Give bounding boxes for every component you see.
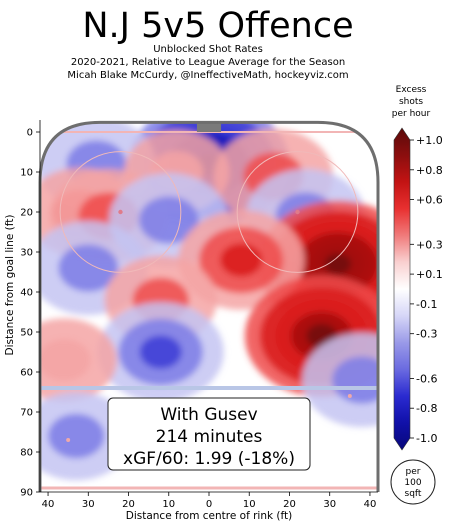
colorbar-tick-label: +0.6 (416, 194, 443, 207)
y-tick-label: 10 (20, 168, 33, 179)
area-key-line-2: 100 (404, 478, 421, 488)
faceoff-circle-right (236, 151, 359, 273)
subtitle-line-1: Unblocked Shot Rates (153, 44, 263, 55)
y-tick-label: 80 (20, 448, 33, 459)
heat-blob (97, 302, 224, 402)
x-tick-label: 30 (323, 499, 336, 510)
heat-contour (48, 413, 105, 459)
colorbar-tick-label: -0.8 (416, 402, 437, 415)
faceoff-dot-left (118, 209, 123, 215)
y-tick-label: 30 (20, 248, 33, 259)
x-tick-label: 20 (283, 499, 296, 510)
x-tick-label: 20 (122, 499, 135, 510)
colorbar-tick-label: -1.0 (416, 432, 437, 445)
annotation-box: With Gusev 214 minutes xGF/60: 1.99 (-18… (107, 397, 311, 471)
annotation-line-1: With Gusev (160, 405, 257, 425)
colorbar-title-line-1: Excess (396, 85, 427, 95)
y-tick-label: 0 (27, 128, 33, 139)
chart-title: N.J 5v5 Offence (82, 6, 353, 46)
colorbar-tick-label: +1.0 (416, 134, 443, 147)
heat-contour (58, 244, 119, 292)
y-tick-label: 20 (20, 208, 33, 219)
heat-contour (139, 335, 182, 369)
y-tick-label: 70 (20, 408, 33, 419)
colorbar-tick-label: -0.1 (416, 298, 437, 311)
faceoff-dot-right (295, 209, 300, 215)
x-axis-label: Distance from centre of rink (ft) (126, 510, 293, 522)
neutral-dot-left (66, 438, 71, 442)
subtitle-line-3: Micah Blake McCurdy, @IneffectiveMath, h… (67, 70, 348, 81)
x-tick-label: 10 (162, 499, 175, 510)
y-tick-label: 50 (20, 328, 33, 339)
heat-contour (332, 356, 378, 404)
colorbar-tick-label: -0.3 (416, 328, 437, 341)
colorbar-ticks: +1.0 +0.8 +0.6 +0.3 +0.1 -0.1 -0.3 -0.6 -0.8 -1.0 (410, 134, 443, 445)
x-tick-label: 30 (82, 499, 95, 510)
colorbar-tick-label: +0.3 (416, 238, 443, 251)
heat-blob (40, 318, 117, 402)
colorbar: Excess shots per hour +1.0 +0.8 +0.6 +0.3 +0… (392, 85, 443, 451)
neutral-dot-right (347, 394, 352, 398)
heatmap-layer (40, 122, 378, 481)
heat-contour (40, 339, 91, 381)
heat-contour (324, 253, 352, 275)
heat-blob (40, 391, 133, 481)
colorbar-title-line-3: per hour (392, 109, 431, 119)
colorbar-scale (393, 127, 411, 451)
subtitle-line-2: 2020-2021, Relative to League Average fo… (71, 57, 345, 68)
heat-contour (138, 196, 199, 244)
colorbar-tick-label: -0.6 (416, 372, 437, 385)
y-tick-label: 60 (20, 368, 33, 379)
area-key-line-1: per (406, 467, 421, 477)
goal-net (196, 122, 222, 132)
y-tick-label: 90 (20, 488, 33, 499)
x-tick-label: 40 (42, 499, 55, 510)
colorbar-tick-label: +0.8 (416, 164, 443, 177)
colorbar-tick-label: +0.1 (416, 268, 443, 281)
axes: 40 30 20 10 0 10 20 30 40 0 10 20 30 40 50 60 70 80 90 (20, 120, 378, 510)
plot-area: 40 30 20 10 0 10 20 30 40 0 10 20 30 40 50 60 70 80 90 (20, 120, 380, 510)
y-axis-label: Distance from goal line (ft) (4, 215, 16, 356)
rink-boards (38, 120, 380, 492)
x-tick-label: 40 (364, 499, 377, 510)
heat-contour (220, 243, 263, 277)
rink-markings (40, 122, 378, 490)
annotation-line-3: xGF/60: 1.99 (-18%) (123, 449, 295, 469)
x-tick-label: 10 (243, 499, 256, 510)
annotation-line-2: 214 minutes (156, 427, 263, 447)
area-key-line-3: sqft (405, 489, 422, 499)
colorbar-title-line-2: shots (399, 97, 423, 107)
y-tick-label: 40 (20, 288, 33, 299)
area-key: per 100 sqft (390, 459, 436, 505)
x-tick-label: 0 (206, 499, 212, 510)
faceoff-circle-left (59, 151, 182, 273)
